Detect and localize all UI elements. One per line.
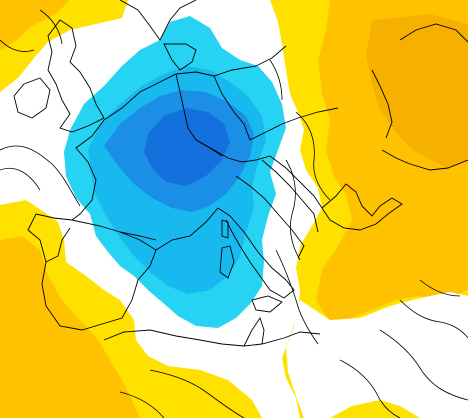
coastline-france-atlantic — [71, 119, 105, 221]
contour-line — [149, 369, 245, 418]
contour-line — [0, 39, 35, 52]
border-central-europe — [249, 107, 339, 141]
contour-line — [275, 249, 319, 345]
contour-line — [399, 299, 468, 339]
contour-line — [39, 9, 63, 45]
border-spain-portugal — [45, 227, 71, 263]
warm-anomaly-east-core — [366, 14, 468, 168]
coastline-gulf-of-lion — [155, 207, 219, 251]
border-balkans — [269, 155, 323, 209]
border-alps — [195, 139, 271, 163]
coastline-north-africa — [103, 329, 321, 347]
contour-line — [269, 59, 283, 101]
coastline-iberia — [27, 213, 157, 331]
border-france-spain — [119, 231, 157, 241]
coastline-turkey-west — [381, 149, 468, 171]
contour-line — [339, 359, 401, 418]
coastline-black-sea-west — [371, 69, 393, 139]
coastline-denmark — [163, 43, 197, 71]
coastline-corsica — [221, 219, 229, 239]
coastline-tunisia — [243, 316, 265, 347]
coastline-adriatic-east — [261, 159, 319, 233]
contour-lines — [0, 9, 468, 418]
coastline-greece — [321, 183, 403, 231]
contour-line — [119, 391, 165, 418]
contour-line — [379, 329, 468, 401]
contour-line — [295, 111, 331, 201]
coastline-italy-east — [235, 175, 305, 259]
contour-line — [419, 279, 461, 297]
cold-anomaly-core — [144, 108, 230, 186]
coastline-ireland — [13, 77, 51, 119]
coastline-great-britain — [47, 19, 105, 133]
coastline-sardinia — [219, 245, 235, 279]
coastline-black-sea — [399, 23, 468, 43]
coastline-italy — [217, 207, 295, 299]
coastline-scandinavia — [119, 0, 197, 41]
warm-anomaly-west-strong — [0, 0, 140, 418]
border-germany-east — [213, 75, 251, 141]
contour-line — [285, 159, 301, 261]
coastline-sicily — [251, 295, 283, 313]
coastline-north-sea — [103, 45, 287, 121]
contour-line — [0, 167, 41, 191]
neutral-band-south — [286, 292, 468, 418]
coastlines-and-borders — [13, 0, 468, 347]
contour-line — [0, 145, 81, 207]
